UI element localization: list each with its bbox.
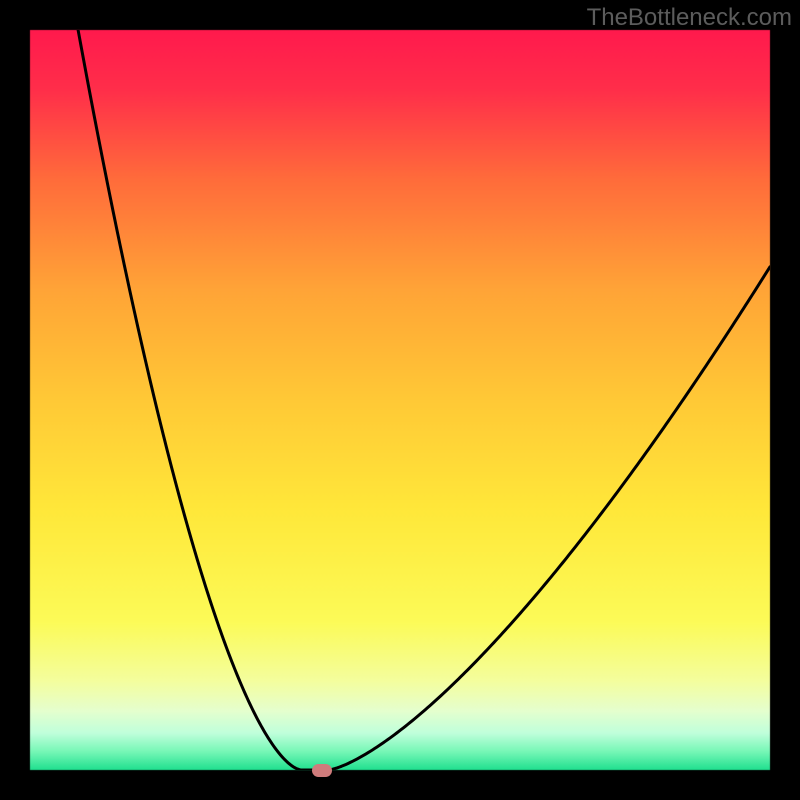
bottleneck-curve-path [78,30,770,770]
bottleneck-curve [0,0,800,800]
chart-stage: TheBottleneck.com [0,0,800,800]
